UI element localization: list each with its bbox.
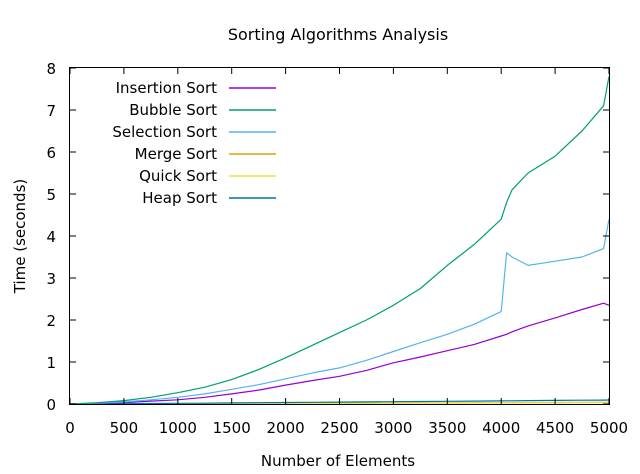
x-tick-label: 0 [65,419,75,437]
series-line-insertion-sort [69,302,610,405]
x-axis-label: Number of Elements [261,452,415,470]
series-line-heap-sort [69,399,610,405]
legend-label-selection-sort: Selection Sort [112,123,217,141]
x-tick-label: 2500 [320,419,358,437]
legend-label-heap-sort: Heap Sort [142,189,217,207]
y-tick-label: 0 [46,396,56,414]
y-tick-label: 6 [46,144,56,162]
legend-label-insertion-sort: Insertion Sort [116,79,218,97]
axis-ticks: 0 500 1000 1500 2000 2500 3000 3500 4000 4500 5000… [46,60,628,437]
series-line-selection-sort [69,219,610,405]
y-tick-label: 8 [46,60,56,78]
chart-title: Sorting Algorithms Analysis [228,25,448,44]
legend-label-quick-sort: Quick Sort [139,167,217,185]
y-tick-label: 7 [46,102,56,120]
y-tick-label: 5 [46,186,56,204]
x-tick-label: 4500 [536,419,574,437]
legend: Insertion Sort Bubble Sort Selection Sort M… [112,79,276,207]
x-tick-label: 3500 [428,419,466,437]
x-tick-label: 1000 [159,419,197,437]
x-tick-label: 1500 [213,419,251,437]
legend-label-bubble-sort: Bubble Sort [129,101,217,119]
y-tick-label: 2 [46,312,56,330]
x-tick-label: 3000 [374,419,412,437]
legend-label-merge-sort: Merge Sort [135,145,217,163]
x-tick-label: 2000 [267,419,305,437]
x-tick-label: 5000 [590,419,628,437]
y-tick-label: 4 [46,228,56,246]
x-tick-label: 500 [110,419,139,437]
plot-frame [69,67,610,405]
x-tick-label: 4000 [482,419,520,437]
y-tick-label: 1 [46,354,56,372]
y-tick-label: 3 [46,270,56,288]
series-line-bubble-sort [69,76,610,405]
y-axis-label: Time (seconds) [11,179,29,295]
plot-area [69,76,610,405]
